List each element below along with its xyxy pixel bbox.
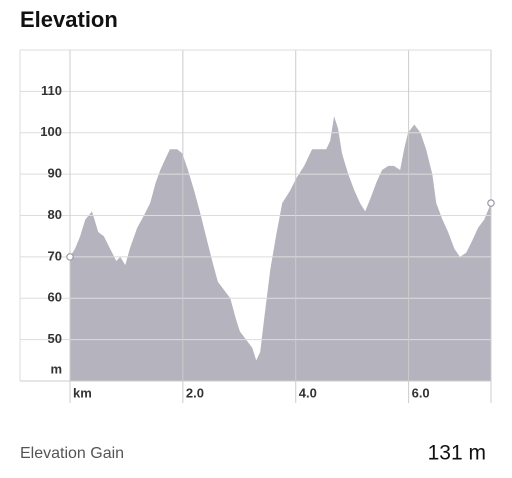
y-tick-label: 70: [48, 248, 62, 263]
elevation-area: [70, 116, 491, 381]
x-tick-label: 4.0: [299, 385, 317, 400]
x-tick-label: 2.0: [186, 385, 204, 400]
gain-label: Elevation Gain: [20, 445, 124, 462]
endpoint-marker: [487, 199, 495, 207]
y-unit: m: [50, 361, 62, 376]
section-title: Elevation: [20, 7, 118, 32]
y-tick-label: 60: [48, 290, 62, 305]
gain-value: 131 m: [428, 442, 486, 465]
y-tick-label: 100: [40, 124, 62, 139]
y-tick-label: 110: [41, 83, 62, 98]
y-tick-label: 50: [48, 331, 62, 346]
x-unit: km: [73, 385, 92, 400]
y-tick-label: 80: [48, 207, 62, 222]
elevation-chart: 50 60 70 80 90 100 110 2.0 4.0 6.0: [20, 50, 491, 403]
endpoint-marker: [66, 253, 74, 261]
x-tick-label: 6.0: [412, 385, 430, 400]
y-tick-label: 90: [48, 166, 62, 181]
